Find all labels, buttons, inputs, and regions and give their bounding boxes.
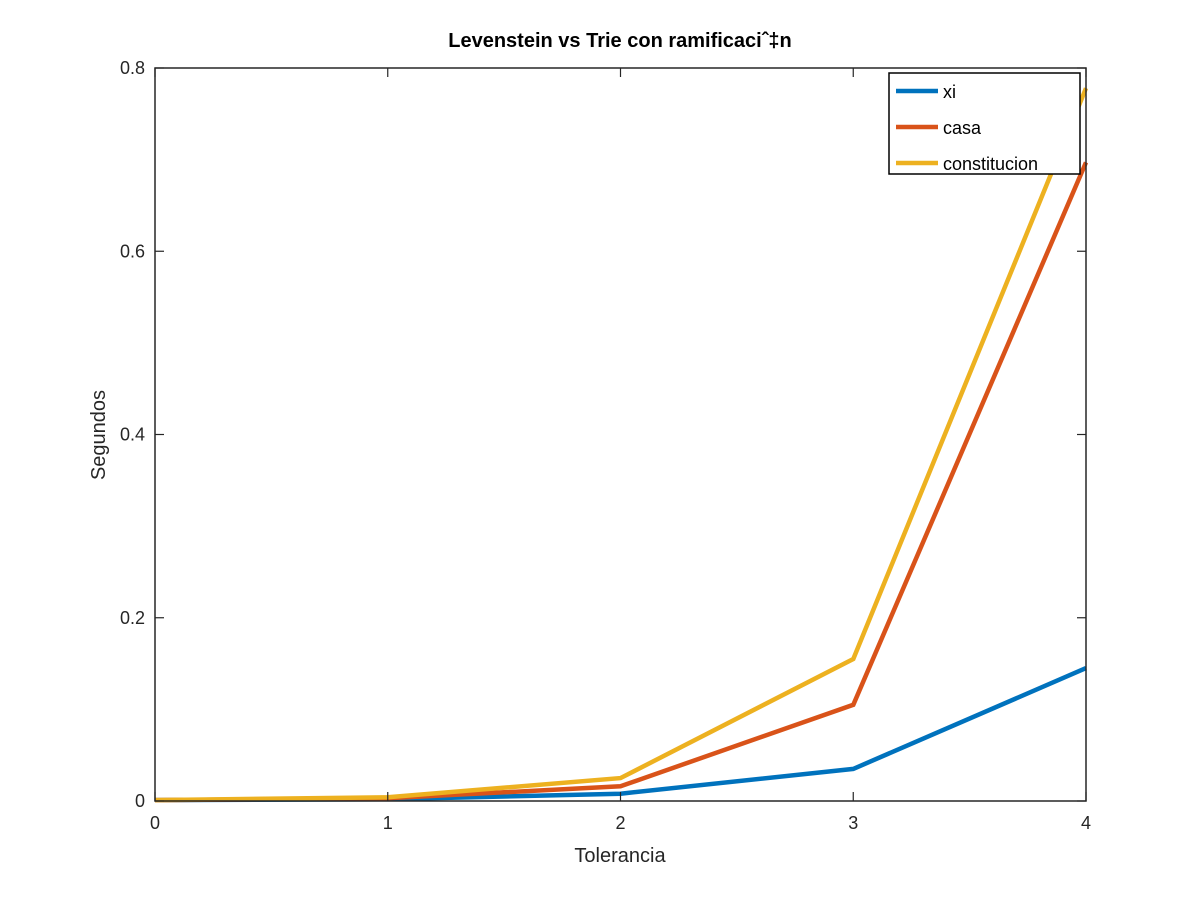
- series-line-constitucion: [154, 87, 1089, 803]
- ticks-layer: 0 1 2 3 4 0 0.2 0.4 0.6 0.8: [120, 58, 1091, 833]
- chart-title: Levenstein vs Trie con ramificaciˆ‡n: [448, 30, 791, 52]
- legend-label-constitucion: constitucion: [943, 154, 1038, 174]
- y-tick-label: 0: [135, 791, 145, 811]
- x-tick-label: 4: [1081, 813, 1091, 833]
- x-tick-label: 2: [615, 813, 625, 833]
- legend-label-casa: casa: [943, 118, 982, 138]
- x-tick-label: 3: [848, 813, 858, 833]
- y-axis-label: Segundos: [88, 390, 110, 480]
- y-tick-label: 0.8: [120, 58, 145, 78]
- legend-label-xi: xi: [943, 82, 956, 102]
- x-tick-label: 0: [150, 813, 160, 833]
- x-tick-label: 1: [383, 813, 393, 833]
- y-tick-label: 0.2: [120, 608, 145, 628]
- legend-entries: xi casa constitucion: [896, 82, 1038, 174]
- plot-area: [155, 68, 1086, 801]
- y-tick-label: 0.4: [120, 425, 145, 445]
- y-tick-label: 0.6: [120, 241, 145, 261]
- legend: xi casa constitucion: [888, 72, 1081, 175]
- plot-frame: [154, 67, 1087, 802]
- x-axis-label: Tolerancia: [574, 845, 666, 867]
